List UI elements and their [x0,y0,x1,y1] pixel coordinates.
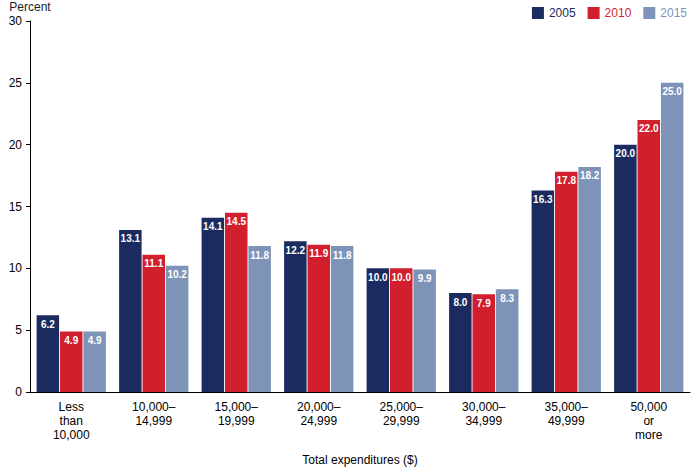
svg-text:17.8: 17.8 [557,175,577,186]
svg-text:14.1: 14.1 [203,221,223,232]
svg-text:5: 5 [15,323,22,337]
svg-text:2010: 2010 [605,6,632,20]
svg-text:8.3: 8.3 [500,293,514,304]
svg-text:6.2: 6.2 [41,319,55,330]
svg-text:20.0: 20.0 [616,148,636,159]
svg-text:29,999: 29,999 [383,414,420,428]
svg-text:12.2: 12.2 [286,245,306,256]
svg-text:11.8: 11.8 [250,250,269,261]
svg-text:20,000–: 20,000– [297,400,341,414]
svg-text:9.9: 9.9 [418,273,432,284]
svg-text:10.0: 10.0 [368,272,388,283]
svg-text:22.0: 22.0 [639,123,659,134]
svg-text:or: or [643,414,654,428]
svg-text:25,000–: 25,000– [380,400,424,414]
svg-text:10,000: 10,000 [53,428,90,442]
svg-text:10,000–: 10,000– [132,400,176,414]
svg-text:Total expenditures ($): Total expenditures ($) [302,453,417,467]
svg-text:than: than [60,414,83,428]
svg-text:Less: Less [59,400,84,414]
svg-text:11.1: 11.1 [144,258,163,269]
svg-text:10.2: 10.2 [167,269,187,280]
svg-text:25: 25 [9,76,23,90]
svg-text:11.9: 11.9 [309,248,328,259]
svg-text:35,000–: 35,000– [545,400,589,414]
svg-text:14.5: 14.5 [227,216,247,227]
svg-text:18.2: 18.2 [580,170,600,181]
svg-text:14,999: 14,999 [135,414,172,428]
svg-text:11.8: 11.8 [333,250,352,261]
svg-text:49,999: 49,999 [548,414,585,428]
svg-text:8.0: 8.0 [453,297,467,308]
svg-text:16.3: 16.3 [533,194,553,205]
svg-text:30: 30 [9,14,23,28]
svg-text:34,999: 34,999 [465,414,502,428]
svg-text:15,000–: 15,000– [215,400,259,414]
svg-text:30,000–: 30,000– [462,400,506,414]
svg-text:more: more [635,428,663,442]
svg-text:2005: 2005 [549,6,576,20]
svg-text:0: 0 [15,385,22,399]
svg-text:19,999: 19,999 [218,414,255,428]
svg-text:10.0: 10.0 [392,272,412,283]
svg-text:20: 20 [9,138,23,152]
svg-text:10: 10 [9,261,23,275]
svg-text:7.9: 7.9 [477,298,491,309]
svg-text:2015: 2015 [660,6,687,20]
svg-text:Percent: Percent [9,0,51,14]
svg-text:50,000: 50,000 [630,400,667,414]
svg-text:13.1: 13.1 [121,233,141,244]
svg-text:4.9: 4.9 [88,335,102,346]
svg-text:24,999: 24,999 [300,414,337,428]
svg-text:25.0: 25.0 [662,86,682,97]
svg-text:15: 15 [9,200,23,214]
svg-text:4.9: 4.9 [64,335,78,346]
